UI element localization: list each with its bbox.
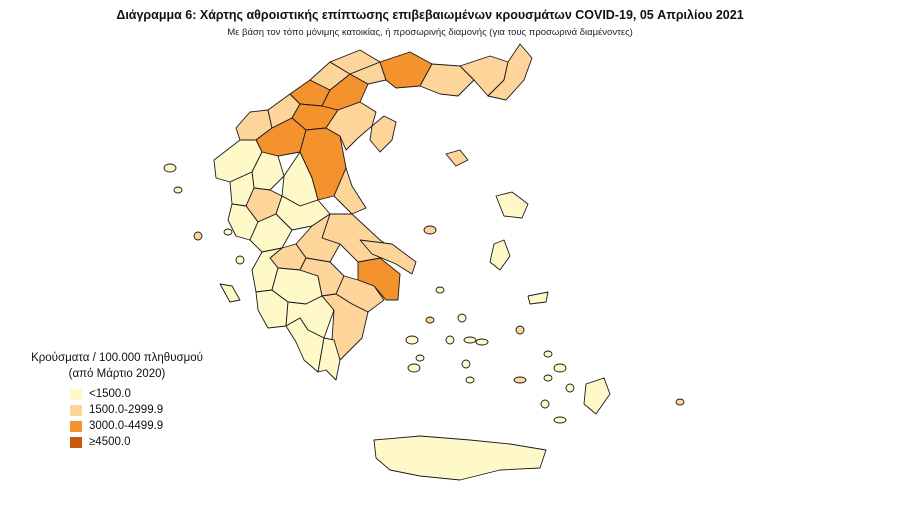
island: [415, 354, 425, 362]
region: [219, 283, 241, 303]
island: [173, 186, 183, 194]
region: [445, 149, 469, 167]
legend: Κρούσματα / 100.000 πληθυσμού (από Μάρτι…: [22, 350, 212, 450]
region: [583, 377, 611, 415]
chart-subtitle: Με βάση τον τόπο μόνιμης κατοικίας, ή πρ…: [227, 27, 633, 38]
legend-swatch: [70, 420, 82, 432]
legend-label: <1500.0: [89, 388, 131, 400]
island: [540, 399, 550, 409]
legend-item: <1500.0: [70, 386, 212, 402]
island: [193, 231, 203, 241]
legend-label: 1500.0-2999.9: [89, 404, 164, 416]
island: [435, 286, 445, 294]
legend-item: 3000.0-4499.9: [70, 418, 212, 434]
island: [163, 163, 177, 173]
legend-label: 3000.0-4499.9: [89, 420, 164, 432]
region: [359, 239, 417, 275]
island: [445, 335, 455, 345]
region: [369, 115, 397, 153]
legend-subtitle: (από Μάρτιο 2020): [68, 368, 166, 380]
island: [553, 363, 567, 373]
island: [475, 338, 489, 346]
legend-swatch: [70, 404, 82, 416]
island: [463, 336, 477, 344]
chart-title: Διάγραμμα 6: Χάρτης αθροιστικής επίπτωση…: [116, 8, 744, 22]
island: [565, 383, 575, 393]
island: [543, 350, 553, 358]
island: [457, 313, 467, 323]
island: [223, 228, 233, 236]
legend-swatch: [70, 436, 82, 448]
legend-swatch: [70, 388, 82, 400]
legend-item: ≥4500.0: [70, 434, 212, 450]
region: [489, 239, 511, 271]
legend-item: 1500.0-2999.9: [70, 402, 212, 418]
region: [275, 195, 331, 231]
region: [317, 337, 341, 381]
region: [527, 291, 549, 305]
island: [461, 359, 471, 369]
region: [333, 167, 367, 215]
island: [407, 363, 421, 373]
legend-title: Κρούσματα / 100.000 πληθυσμού: [31, 352, 203, 364]
region: [487, 43, 533, 101]
island: [425, 316, 435, 324]
island: [553, 416, 567, 424]
island: [405, 335, 419, 345]
region: [325, 101, 377, 151]
island: [513, 376, 527, 384]
island: [543, 374, 553, 382]
region: [495, 191, 529, 219]
island: [423, 225, 437, 235]
island: [465, 376, 475, 384]
island: [515, 325, 525, 335]
region: [373, 435, 547, 481]
legend-label: ≥4500.0: [89, 436, 131, 448]
island: [675, 398, 685, 406]
island: [235, 255, 245, 265]
